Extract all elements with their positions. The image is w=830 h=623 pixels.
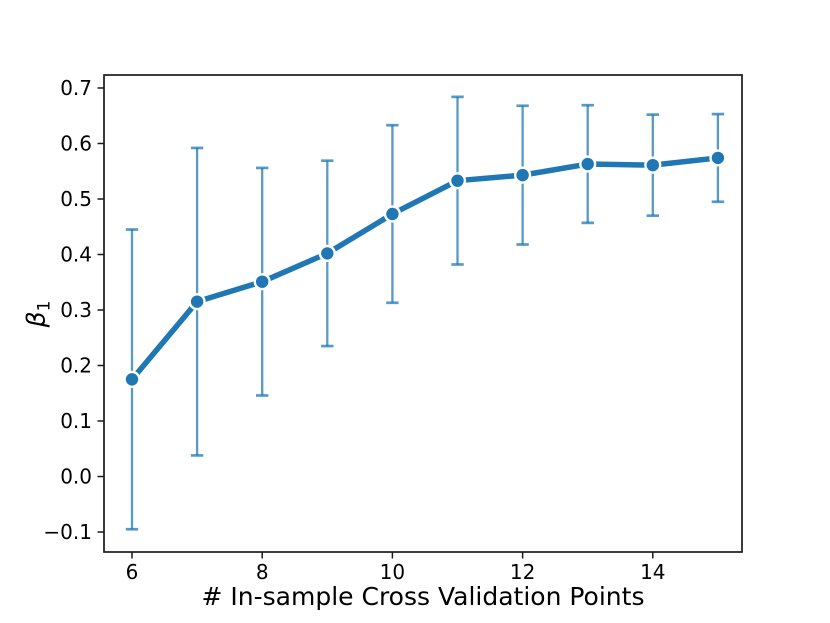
x-tick-label: 10 [380,560,405,584]
y-axis-label-subscript: 1 [34,300,55,312]
data-point-marker [318,244,336,262]
y-tick-label: 0.4 [60,242,92,266]
y-tick-label: −0.1 [43,520,92,544]
data-point-marker [709,149,727,167]
y-tick-label: 0.2 [60,354,92,378]
y-tick-label: 0.1 [60,409,92,433]
y-axis-label: β1 [22,301,55,328]
data-point-marker [644,156,662,174]
x-axis-label: # In-sample Cross Validation Points [201,582,645,611]
x-tick-label: 12 [510,560,535,584]
y-tick-label: 0.6 [60,131,92,155]
data-point-marker [514,166,532,184]
x-tick-label: 6 [126,560,139,584]
x-tick-label: 8 [256,560,269,584]
y-tick-label: 0.0 [60,465,92,489]
data-point-marker [579,155,597,173]
data-point-marker [188,293,206,311]
data-point-marker [253,273,271,291]
data-point-marker [383,205,402,223]
data-line [129,155,721,383]
y-axis-label-beta: β [21,311,51,328]
data-point-marker [123,370,141,388]
x-tick-label: 14 [640,560,665,584]
y-tick-label: 0.7 [60,76,92,100]
plot-frame [103,74,743,553]
data-point-marker [448,172,467,190]
y-tick-label: 0.5 [60,187,92,211]
y-tick-label: 0.3 [60,298,92,322]
